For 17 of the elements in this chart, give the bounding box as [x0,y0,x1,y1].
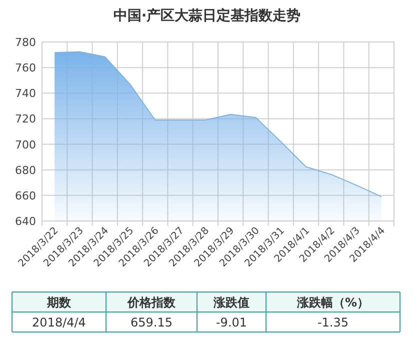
text: 价格指数 [126,296,176,310]
y-tick-label: 740 [15,87,36,100]
y-tick-label: 680 [15,164,36,177]
y-tick-label: 720 [15,112,36,126]
y-tick-label: 760 [15,62,36,75]
y-tick-label: 640 [15,215,36,228]
y-tick-label: 660 [15,189,36,202]
y-tick-label: 700 [15,138,36,152]
y-tick-label: 780 [15,36,36,49]
chart-title: 中国·产区大蒜日定基指数走势 [113,7,301,24]
text: 期数 [46,296,72,310]
text: -1.35 [317,316,349,330]
text: -9.01 [216,316,248,330]
text: 涨跌幅（%） [296,296,370,310]
text: 涨跌值 [212,296,250,310]
text: 659.15 [130,316,172,330]
text: 2018/4/4 [32,316,86,330]
